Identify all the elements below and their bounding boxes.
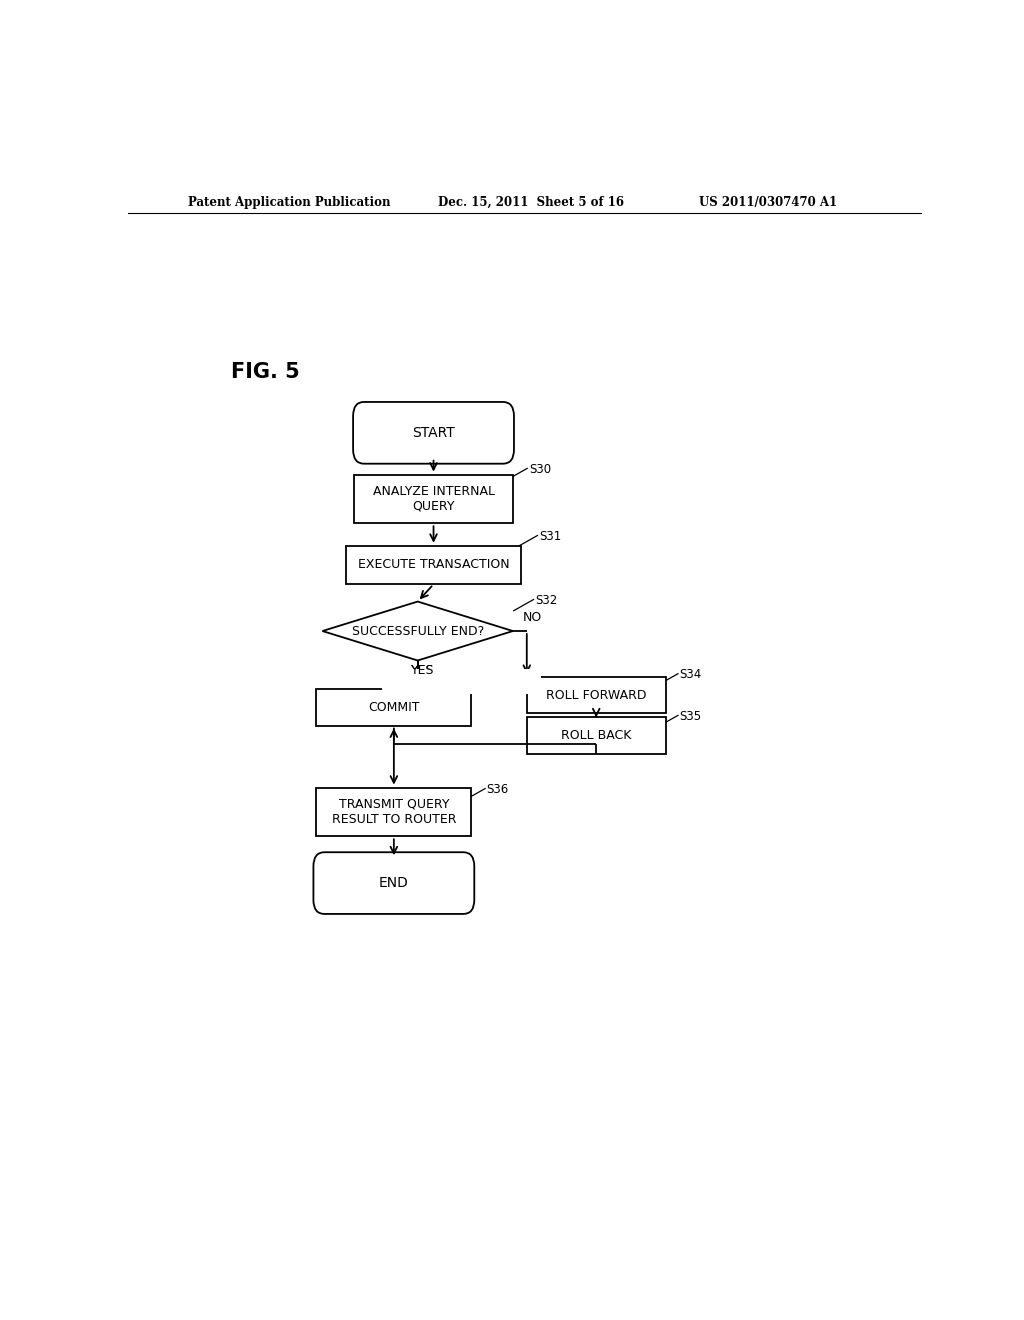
Text: S34: S34 (680, 668, 701, 681)
Text: FIG. 5: FIG. 5 (231, 362, 300, 381)
Bar (316, 788, 471, 837)
Text: START: START (413, 426, 455, 440)
Polygon shape (323, 602, 513, 660)
FancyBboxPatch shape (313, 853, 474, 913)
Text: Patent Application Publication: Patent Application Publication (187, 195, 390, 209)
Text: US 2011/0307470 A1: US 2011/0307470 A1 (699, 195, 838, 209)
Text: S35: S35 (680, 710, 701, 723)
Text: ROLL BACK: ROLL BACK (561, 729, 632, 742)
Text: TRANSMIT QUERY
RESULT TO ROUTER: TRANSMIT QUERY RESULT TO ROUTER (332, 799, 456, 826)
Text: S31: S31 (539, 531, 561, 543)
Bar (526, 677, 666, 713)
Bar (526, 718, 666, 754)
FancyBboxPatch shape (353, 403, 514, 463)
Text: SUCCESSFULLY END?: SUCCESSFULLY END? (351, 624, 483, 638)
Bar (354, 474, 513, 523)
Text: Dec. 15, 2011  Sheet 5 of 16: Dec. 15, 2011 Sheet 5 of 16 (437, 195, 624, 209)
Bar (382, 669, 541, 694)
Text: EXECUTE TRANSACTION: EXECUTE TRANSACTION (357, 558, 509, 572)
Text: COMMIT: COMMIT (368, 701, 420, 714)
Text: NO: NO (523, 611, 543, 624)
Bar (316, 689, 471, 726)
Text: S33: S33 (485, 678, 507, 692)
Text: END: END (379, 876, 409, 890)
Text: ROLL FORWARD: ROLL FORWARD (546, 689, 646, 701)
Text: YES: YES (412, 664, 435, 677)
Bar (346, 545, 521, 585)
Text: S32: S32 (536, 594, 557, 607)
Text: S36: S36 (486, 783, 509, 796)
Text: YES: YES (412, 664, 435, 677)
Text: S30: S30 (528, 463, 551, 477)
Text: ANALYZE INTERNAL
QUERY: ANALYZE INTERNAL QUERY (373, 484, 495, 513)
